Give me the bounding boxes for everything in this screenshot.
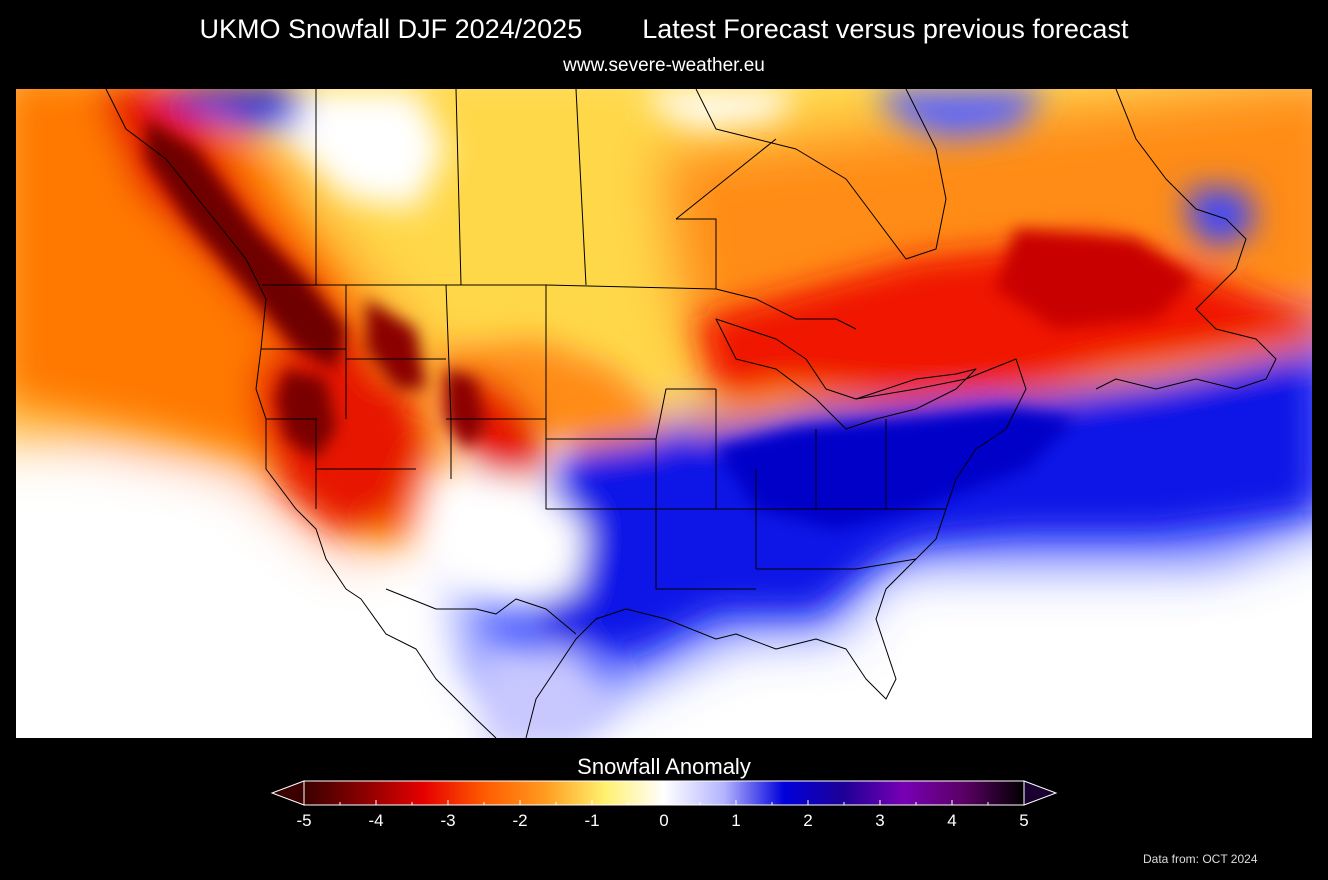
colorbar-tick-label: -4	[368, 811, 383, 829]
colorbar-tick-label: 1	[731, 811, 740, 829]
colorbar-tick-label: 3	[875, 811, 884, 829]
colorbar-tick-label: 4	[947, 811, 956, 829]
province-borders	[315, 89, 777, 289]
state-borders	[261, 284, 946, 590]
west-coastline	[105, 89, 497, 738]
colorbar-tick-label: 2	[803, 811, 812, 829]
legend-title: Snowfall Anomaly	[577, 754, 751, 779]
colorbar-tick-label: -2	[512, 811, 527, 829]
boundary-lines	[105, 89, 1277, 738]
hudson-bay-coast	[695, 89, 947, 260]
colorbar-max-arrow	[1023, 780, 1058, 806]
colorbar-min-arrow	[270, 780, 305, 806]
great-lakes	[715, 318, 977, 430]
colorbar-tick-label: -5	[296, 811, 311, 829]
snowfall-anomaly-map	[16, 89, 1312, 738]
mexico-us-border	[385, 588, 577, 635]
data-source-credit: Data from: OCT 2024	[1143, 852, 1258, 866]
colorbar-tick-label: 0	[659, 811, 668, 829]
east-coastline	[525, 358, 1027, 738]
colorbar-tick-label: 5	[1019, 811, 1028, 829]
colorbar-tick-label: -3	[440, 811, 455, 829]
anomaly-field-cores	[146, 119, 1196, 529]
title-comparison: Latest Forecast versus previous forecast	[642, 14, 1129, 44]
title-main: UKMO Snowfall DJF 2024/2025	[199, 14, 583, 44]
labrador-coast	[1095, 89, 1277, 390]
map-title: UKMO Snowfall DJF 2024/2025 Latest Forec…	[0, 14, 1328, 45]
colorbar-tick-label: -1	[584, 811, 599, 829]
source-url: www.severe-weather.eu	[563, 55, 765, 76]
colorbar-legend: -5 -4 -3 -2 -1 0 1 2 3 4 5	[270, 780, 1058, 829]
